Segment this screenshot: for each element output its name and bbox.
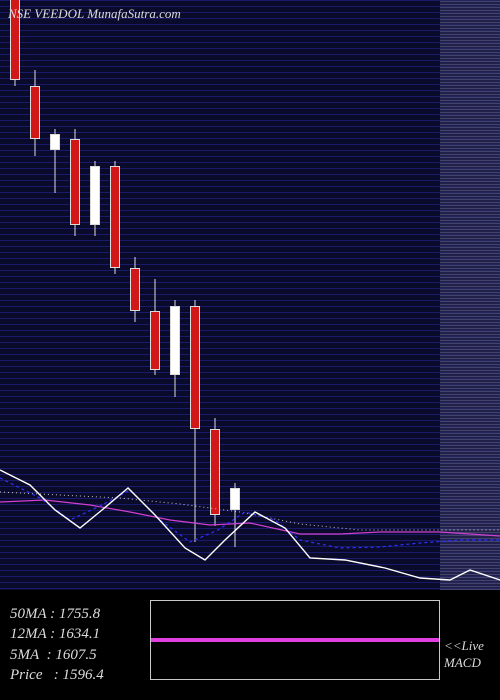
macd-pink-bar xyxy=(151,638,439,642)
stats-block: 50MA : 1755.8 12MA : 1634.1 5MA : 1607.5… xyxy=(10,604,104,685)
candlestick-chart xyxy=(0,0,500,590)
candle xyxy=(90,0,100,590)
candle xyxy=(130,0,140,590)
candle xyxy=(70,0,80,590)
candle xyxy=(30,0,40,590)
candle xyxy=(10,0,20,590)
stat-price: Price : 1596.4 xyxy=(10,665,104,685)
candle xyxy=(170,0,180,590)
candle xyxy=(150,0,160,590)
chart-header: NSE VEEDOL MunafaSutra.com xyxy=(8,6,181,22)
stat-12ma: 12MA : 1634.1 xyxy=(10,624,104,644)
candle xyxy=(210,0,220,590)
site-label: MunafaSutra.com xyxy=(87,6,181,21)
ticker-label: NSE VEEDOL xyxy=(8,6,84,21)
stat-5ma: 5MA : 1607.5 xyxy=(10,645,104,665)
stat-50ma: 50MA : 1755.8 xyxy=(10,604,104,624)
macd-indicator-box xyxy=(150,600,440,680)
candle xyxy=(50,0,60,590)
candle xyxy=(110,0,120,590)
macd-label: <<Live MACD xyxy=(444,638,484,672)
candle-series xyxy=(0,0,500,590)
candle xyxy=(230,0,240,590)
candle xyxy=(190,0,200,590)
